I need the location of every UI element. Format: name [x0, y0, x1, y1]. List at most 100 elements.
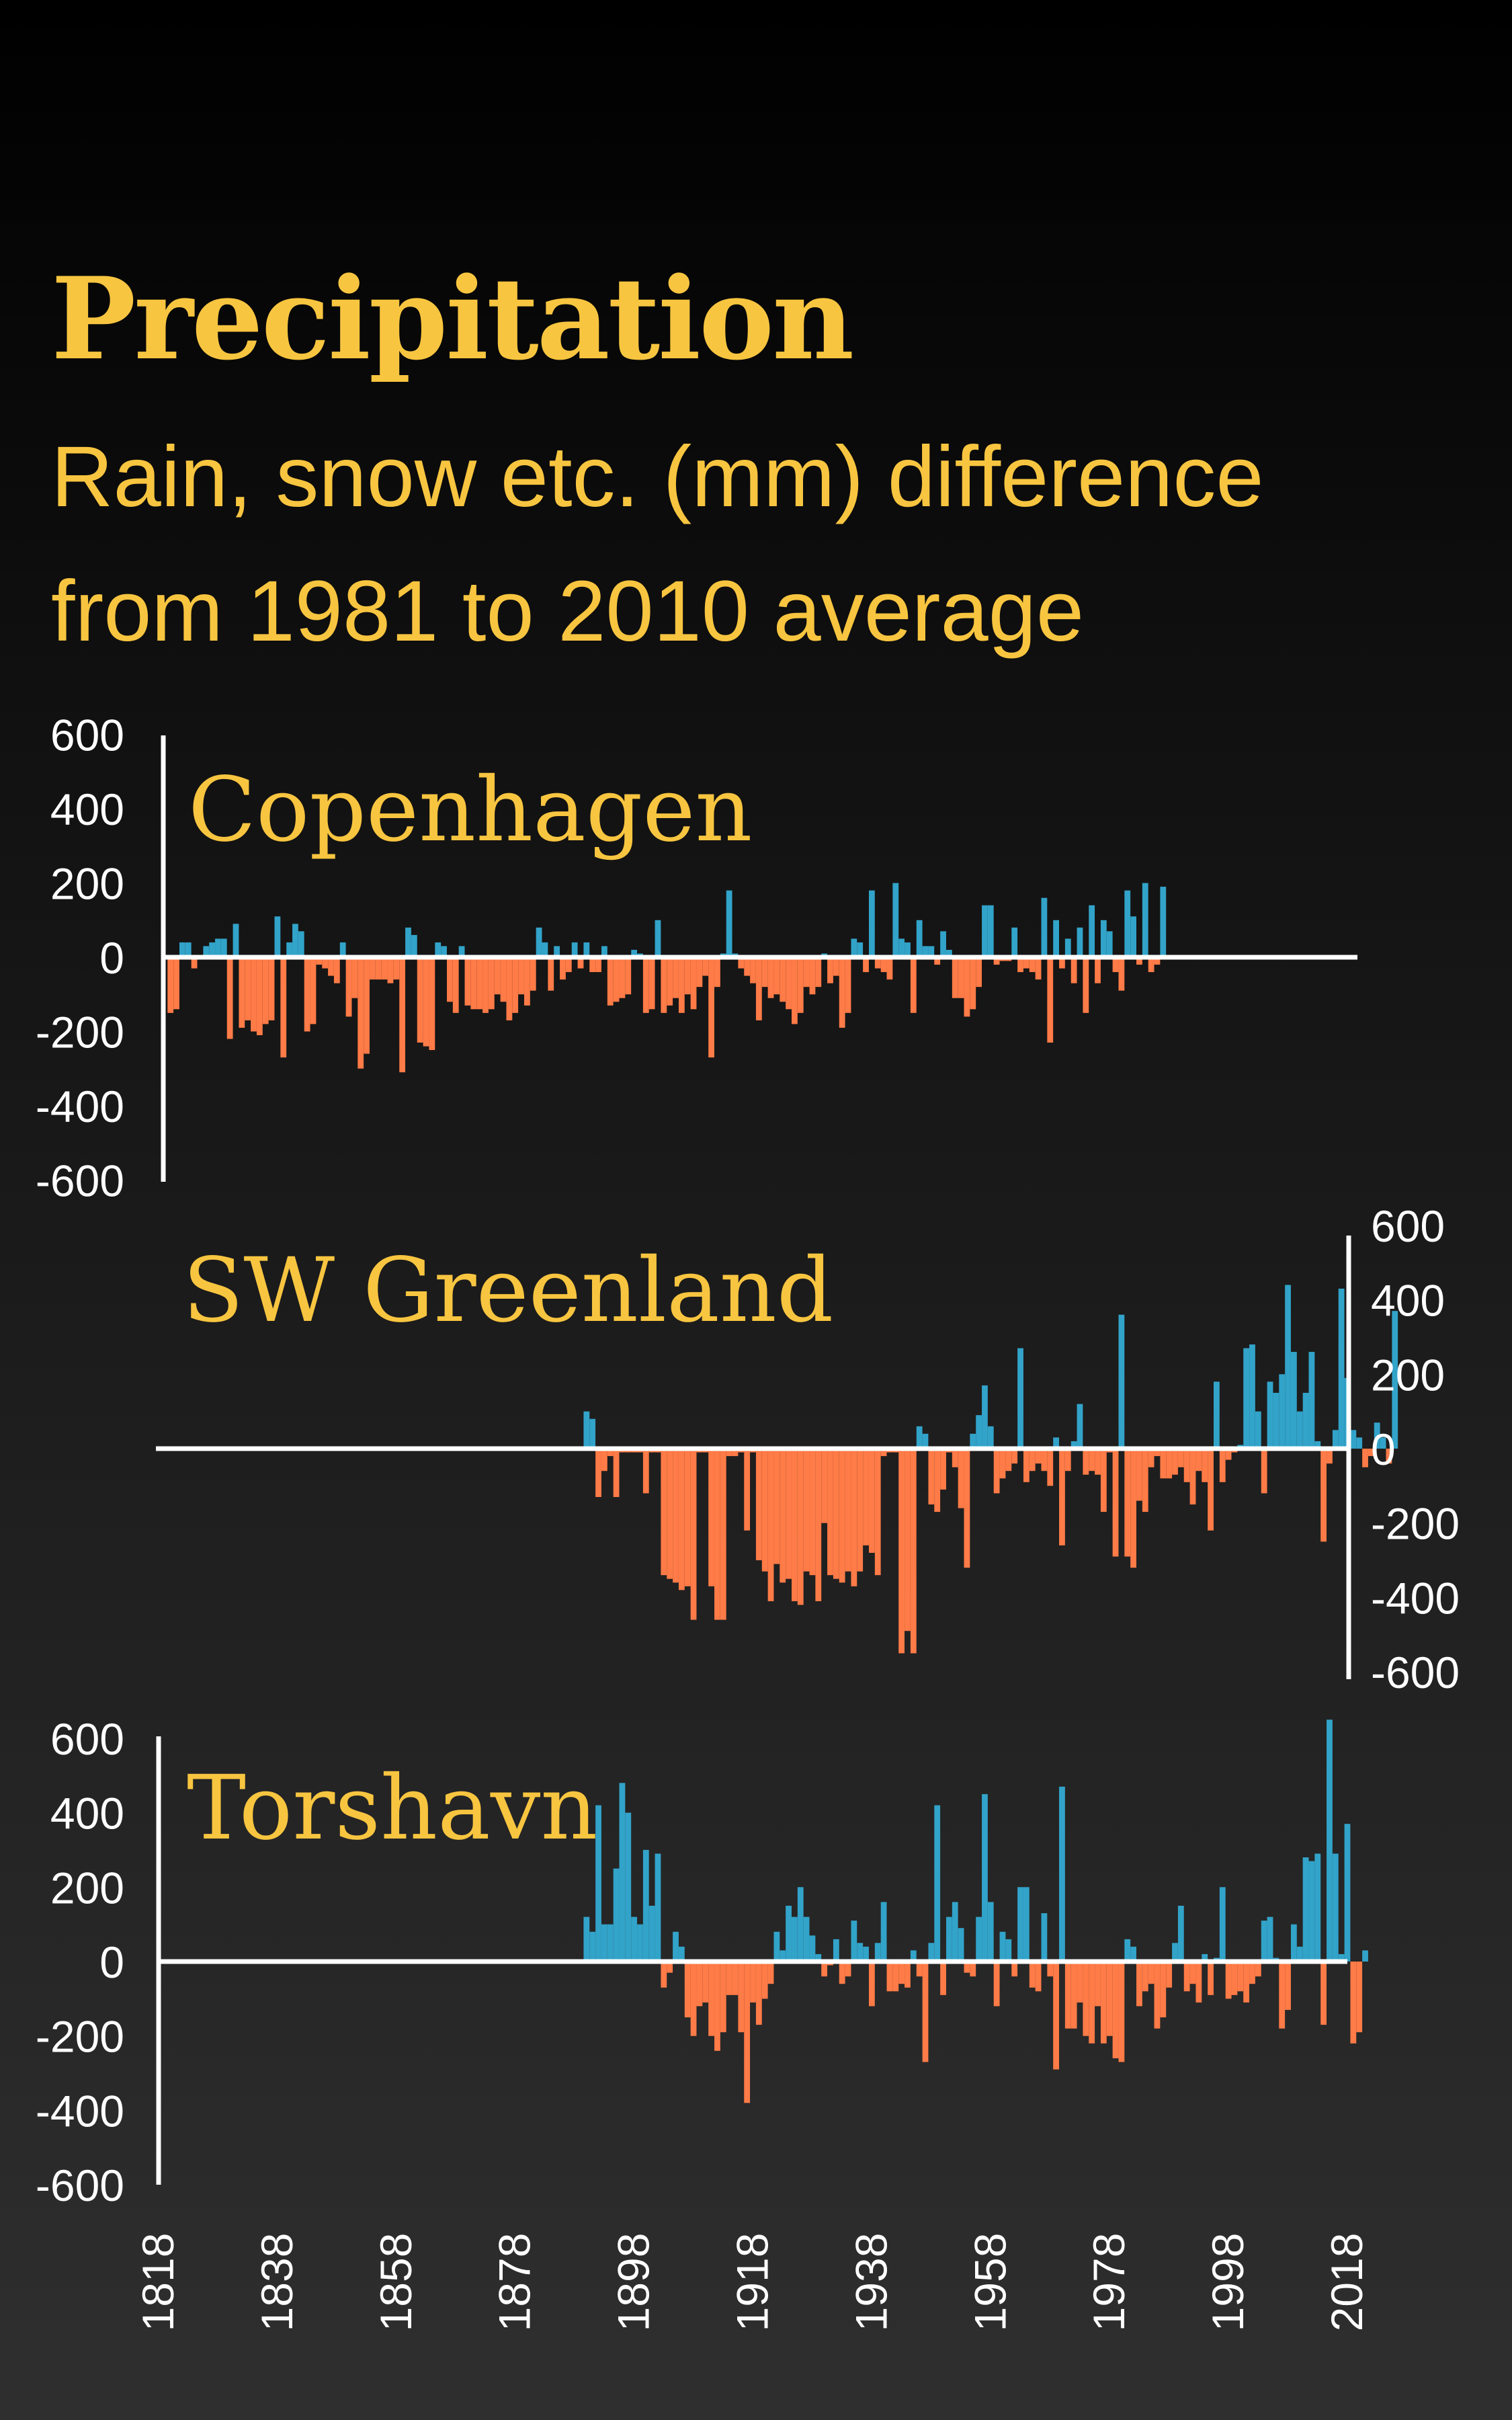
torshavn-bar-1890 — [583, 1917, 590, 1962]
copenhagen-bar-1983 — [1136, 957, 1142, 965]
sw-greenland-bar-1994 — [1202, 1449, 1208, 1482]
sw-greenland-bar-1975 — [1089, 1449, 1095, 1471]
torshavn-bar-1987 — [1160, 1962, 1167, 2018]
torshavn-bar-1896 — [619, 1783, 626, 1962]
sw-greenland-y-tick-label: -400 — [1371, 1573, 1460, 1623]
copenhagen-bar-1858 — [393, 957, 400, 980]
sw-greenland-bar-1940 — [880, 1449, 887, 1457]
copenhagen-bar-1874 — [488, 957, 495, 1010]
copenhagen-bar-1947 — [922, 946, 929, 957]
copenhagen-bar-1894 — [607, 957, 614, 1006]
copenhagen-bar-1948 — [928, 946, 935, 957]
torshavn-bar-1999 — [1231, 1962, 1238, 1995]
torshavn-bar-1969 — [1053, 1962, 1059, 2070]
copenhagen-bar-1937 — [863, 957, 869, 973]
torshavn-bar-2010 — [1296, 1946, 1303, 1962]
sw-greenland-bar-1919 — [755, 1449, 762, 1561]
page-subtitle: Rain, snow etc. (mm) difference from 198… — [51, 410, 1476, 679]
sw-greenland-bar-1907 — [684, 1449, 691, 1586]
x-tick-label-1938: 1938 — [846, 2233, 896, 2332]
torshavn-bar-1909 — [696, 1962, 703, 2007]
copenhagen-bar-1956 — [976, 957, 982, 987]
copenhagen-bar-1982 — [1130, 916, 1136, 957]
x-tick-label-1918: 1918 — [728, 2233, 778, 2332]
sw-greenland-bar-1944 — [905, 1449, 911, 1631]
copenhagen-y-tick-label: 600 — [50, 711, 124, 760]
copenhagen-bar-1862 — [417, 957, 423, 1043]
sw-greenland-bar-1914 — [726, 1449, 732, 1457]
copenhagen-bar-1822 — [179, 942, 185, 957]
copenhagen-bar-1876 — [500, 957, 507, 1002]
sw-greenland-bar-1895 — [613, 1449, 620, 1497]
torshavn-bar-2005 — [1267, 1917, 1273, 1962]
copenhagen-bar-1824 — [191, 957, 198, 969]
torshavn-bar-1915 — [732, 1962, 739, 1995]
copenhagen-bar-1946 — [916, 920, 923, 957]
torshavn-bar-1916 — [738, 1962, 745, 2033]
torshavn-bar-1928 — [809, 1935, 816, 1962]
copenhagen-y-tick-label: 200 — [50, 859, 124, 909]
copenhagen-bar-1882 — [536, 927, 542, 957]
torshavn-bar-1972 — [1070, 1962, 1077, 2029]
sw-greenland-bar-1986 — [1154, 1449, 1161, 1457]
torshavn-bar-1963 — [1017, 1887, 1023, 1962]
copenhagen-bar-1827 — [209, 942, 216, 957]
copenhagen-bar-1870 — [464, 957, 471, 1006]
copenhagen-bar-1935 — [851, 938, 857, 957]
copenhagen-bar-1940 — [880, 957, 887, 973]
torshavn-bar-1918 — [750, 1962, 756, 2003]
copenhagen-bar-1864 — [429, 957, 435, 1051]
copenhagen-bar-1866 — [441, 946, 447, 957]
torshavn-bar-2001 — [1243, 1962, 1250, 2003]
sw-greenland-y-tick-label: -200 — [1371, 1499, 1460, 1549]
copenhagen-bar-1938 — [869, 890, 875, 957]
copenhagen-bar-1897 — [625, 957, 632, 995]
torshavn-panel-name: Torshavn — [187, 1757, 597, 1860]
torshavn-bar-1891 — [589, 1931, 596, 1962]
copenhagen-bar-1903 — [661, 957, 667, 1013]
torshavn-bar-1948 — [928, 1943, 935, 1962]
sw-greenland-bar-1908 — [690, 1449, 697, 1620]
sw-greenland-bar-1904 — [667, 1449, 673, 1579]
torshavn-bar-1954 — [964, 1962, 970, 1973]
copenhagen-bar-1971 — [1064, 938, 1071, 957]
sw-greenland-bar-1976 — [1095, 1449, 1101, 1475]
copenhagen-bar-1843 — [304, 957, 310, 1032]
copenhagen-bar-1959 — [993, 957, 1000, 965]
sw-greenland-bar-1915 — [732, 1449, 739, 1457]
sw-greenland-bar-1892 — [595, 1449, 601, 1497]
copenhagen-bar-1849 — [339, 942, 346, 957]
copenhagen-panel-name: Copenhagen — [188, 758, 752, 862]
torshavn-bar-1937 — [863, 1946, 869, 1962]
subtitle-line-2: from 1981 to 2010 average — [51, 563, 1085, 659]
sw-greenland-bar-1913 — [720, 1449, 726, 1620]
copenhagen-bar-1921 — [767, 957, 774, 998]
copenhagen-bar-1975 — [1089, 905, 1095, 957]
sw-greenland-bar-1930 — [821, 1449, 828, 1523]
sw-greenland-bar-1985 — [1148, 1449, 1154, 1467]
copenhagen-bar-1918 — [750, 957, 756, 983]
sw-greenland-bar-2016 — [1332, 1430, 1339, 1449]
sw-greenland-bar-1970 — [1059, 1449, 1065, 1545]
sw-greenland-bar-1990 — [1177, 1449, 1184, 1467]
sw-greenland-bar-1922 — [773, 1449, 780, 1564]
copenhagen-bar-1891 — [589, 957, 596, 973]
copenhagen-bar-1901 — [648, 957, 655, 1010]
torshavn-bar-1976 — [1095, 1962, 1101, 2007]
torshavn-bar-2004 — [1261, 1921, 1267, 1962]
torshavn-y-tick-label: -200 — [36, 2012, 124, 2062]
copenhagen-y-tick-label: -600 — [36, 1156, 124, 1205]
copenhagen-y-tick-label: -200 — [36, 1007, 124, 1057]
torshavn-y-tick-label: 200 — [50, 1863, 124, 1912]
sw-greenland-y-tick-label: 0 — [1371, 1424, 1396, 1474]
copenhagen-bar-1978 — [1106, 931, 1113, 957]
copenhagen-bar-1912 — [714, 957, 720, 987]
copenhagen-bar-1833 — [245, 957, 251, 1020]
torshavn-bar-1920 — [761, 1962, 768, 1999]
sw-greenland-bar-2024 — [1380, 1437, 1386, 1449]
copenhagen-bar-1854 — [370, 957, 376, 980]
torshavn-bar-1983 — [1136, 1962, 1142, 2007]
sw-greenland-bar-2023 — [1374, 1422, 1380, 1449]
sw-greenland-bar-1890 — [583, 1411, 590, 1449]
copenhagen-bar-1972 — [1070, 957, 1077, 983]
